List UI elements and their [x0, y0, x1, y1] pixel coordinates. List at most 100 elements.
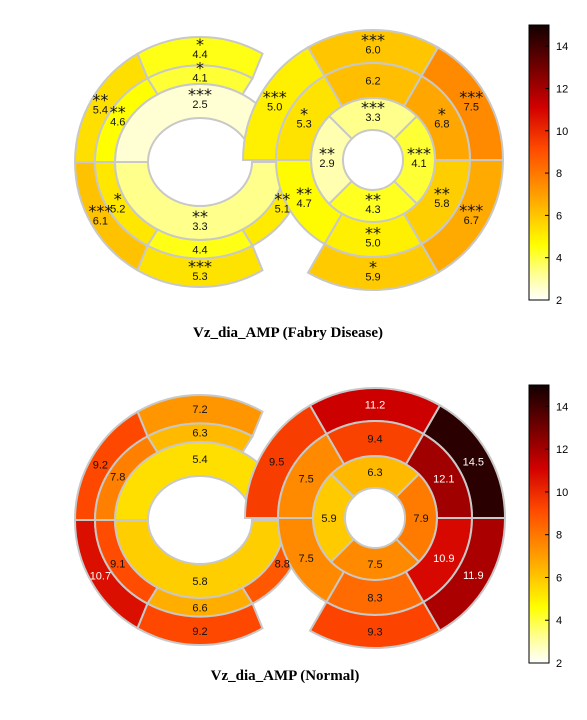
ellipse-segment	[93, 77, 159, 163]
colorbar-tick-label: 10	[556, 126, 568, 138]
segment-value: 9.5	[269, 456, 284, 468]
segment-label: 4.6**	[110, 102, 126, 128]
segment-value: 9.1	[110, 559, 125, 571]
circle-segment	[306, 242, 440, 291]
segment-value: 5.9	[321, 513, 336, 525]
segment-value: 5.1	[275, 204, 290, 216]
segment-label: 6.3	[192, 428, 207, 440]
significance-stars: *	[369, 258, 377, 277]
segment-label: 4.7**	[296, 184, 312, 210]
colorbar-tick-label: 4	[556, 253, 562, 265]
segment-value: 7.5	[464, 101, 479, 113]
segment-value: 12.1	[433, 473, 454, 485]
segment-label: 9.3	[367, 627, 382, 639]
segment-label: 6.0***	[361, 31, 385, 57]
significance-stars: **	[192, 207, 208, 226]
circle-segment	[274, 159, 344, 246]
segment-value: 14.5	[463, 456, 484, 468]
segment-value: 6.8	[434, 118, 449, 130]
segment-label: 6.6	[192, 602, 207, 614]
segment-label: 5.9	[321, 513, 336, 525]
segment-value: 9.3	[367, 627, 382, 639]
circle-segment	[308, 600, 442, 649]
colorbar-tick-label: 12	[556, 83, 568, 95]
segment-value: 7.5	[299, 473, 314, 485]
segment-value: 4.6	[110, 116, 125, 128]
segment-label: 4.4	[192, 244, 207, 256]
significance-stars: ***	[361, 98, 385, 117]
segment-value: 5.0	[267, 101, 282, 113]
significance-stars: *	[300, 104, 308, 123]
segment-label: 12.1	[433, 473, 454, 485]
segment-label: 11.2	[365, 400, 386, 412]
segment-labels: 7.26.35.49.27.810.79.15.86.69.28.811.29.…	[90, 400, 484, 639]
colorbar-ticks: 14 12 10 8 6 4 2	[545, 401, 568, 670]
segment-label: 2.5***	[188, 85, 212, 111]
significance-stars: **	[319, 144, 335, 163]
segment-value: 5.8	[434, 198, 449, 210]
segment-label: 5.4**	[92, 91, 108, 117]
significance-stars: **	[92, 91, 108, 110]
segment-value: 2.9	[319, 158, 334, 170]
colorbar-tick-label: 10	[556, 487, 568, 499]
fabry-disease-panel: 4.4*4.1*2.5***5.4**4.6**6.1***5.2*3.3**4…	[73, 29, 505, 341]
segment-value: 5.4	[93, 105, 108, 117]
significance-stars: *	[196, 35, 204, 54]
segment-label: 11.9	[463, 570, 484, 582]
segment-label: 6.8*	[434, 104, 449, 130]
segment-label: 5.9*	[365, 258, 380, 284]
segment-value: 6.6	[192, 602, 207, 614]
significance-stars: **	[110, 102, 126, 121]
segment-label: 10.9	[433, 553, 454, 565]
colorbar-tick-label: 2	[556, 658, 562, 670]
segment-value: 5.4	[192, 454, 207, 466]
significance-stars: **	[434, 184, 450, 203]
segment-value: 5.8	[192, 576, 207, 588]
colorbar-tick-label: 12	[556, 444, 568, 456]
significance-stars: ***	[188, 257, 212, 276]
segment-label: 4.4*	[192, 35, 207, 61]
segment-label: 5.3***	[188, 257, 212, 283]
segment-label: 9.2	[93, 460, 108, 472]
significance-stars: **	[296, 184, 312, 203]
segment-value: 7.9	[413, 513, 428, 525]
significance-stars: ***	[263, 87, 287, 106]
segment-label: 5.2*	[110, 190, 125, 216]
significance-stars: ***	[361, 31, 385, 50]
colorbar-tick-label: 6	[556, 210, 562, 222]
significance-stars: *	[196, 59, 204, 78]
ellipse-map	[73, 394, 307, 646]
colorbar-tick-label: 8	[556, 168, 562, 180]
segment-value: 6.0	[365, 45, 380, 57]
colorbar-gradient	[528, 384, 550, 664]
segment-value: 4.4	[192, 244, 207, 256]
ellipse-segment	[136, 602, 264, 646]
segment-value: 3.3	[365, 112, 380, 124]
significance-stars: ***	[407, 144, 431, 163]
segment-value: 6.7	[464, 215, 479, 227]
ellipse-map	[73, 36, 307, 288]
segment-value: 9.2	[192, 626, 207, 638]
colorbar: 14 12 10 8 6 4 2	[528, 384, 568, 670]
significance-stars: **	[274, 190, 290, 209]
segment-value: 11.9	[463, 570, 484, 582]
segment-label: 7.9	[413, 513, 428, 525]
colorbar-tick-label: 6	[556, 572, 562, 584]
segment-value: 6.2	[365, 76, 380, 88]
segment-value: 5.0	[365, 238, 380, 250]
segment-label: 6.7***	[459, 201, 483, 227]
segment-label: 5.4	[192, 454, 207, 466]
segment-value: 4.1	[192, 73, 207, 85]
segment-value: 5.9	[365, 272, 380, 284]
segment-label: 9.4	[367, 434, 382, 446]
significance-stars: ***	[459, 201, 483, 220]
segment-value: 9.2	[93, 460, 108, 472]
segment-value: 3.3	[192, 221, 207, 233]
segment-value: 4.3	[365, 204, 380, 216]
colorbar-tick-label: 2	[556, 295, 562, 307]
segment-label: 7.5***	[459, 87, 483, 113]
segment-label: 5.3*	[297, 104, 312, 130]
circle-segment	[420, 159, 505, 274]
circle-segment	[276, 517, 346, 604]
